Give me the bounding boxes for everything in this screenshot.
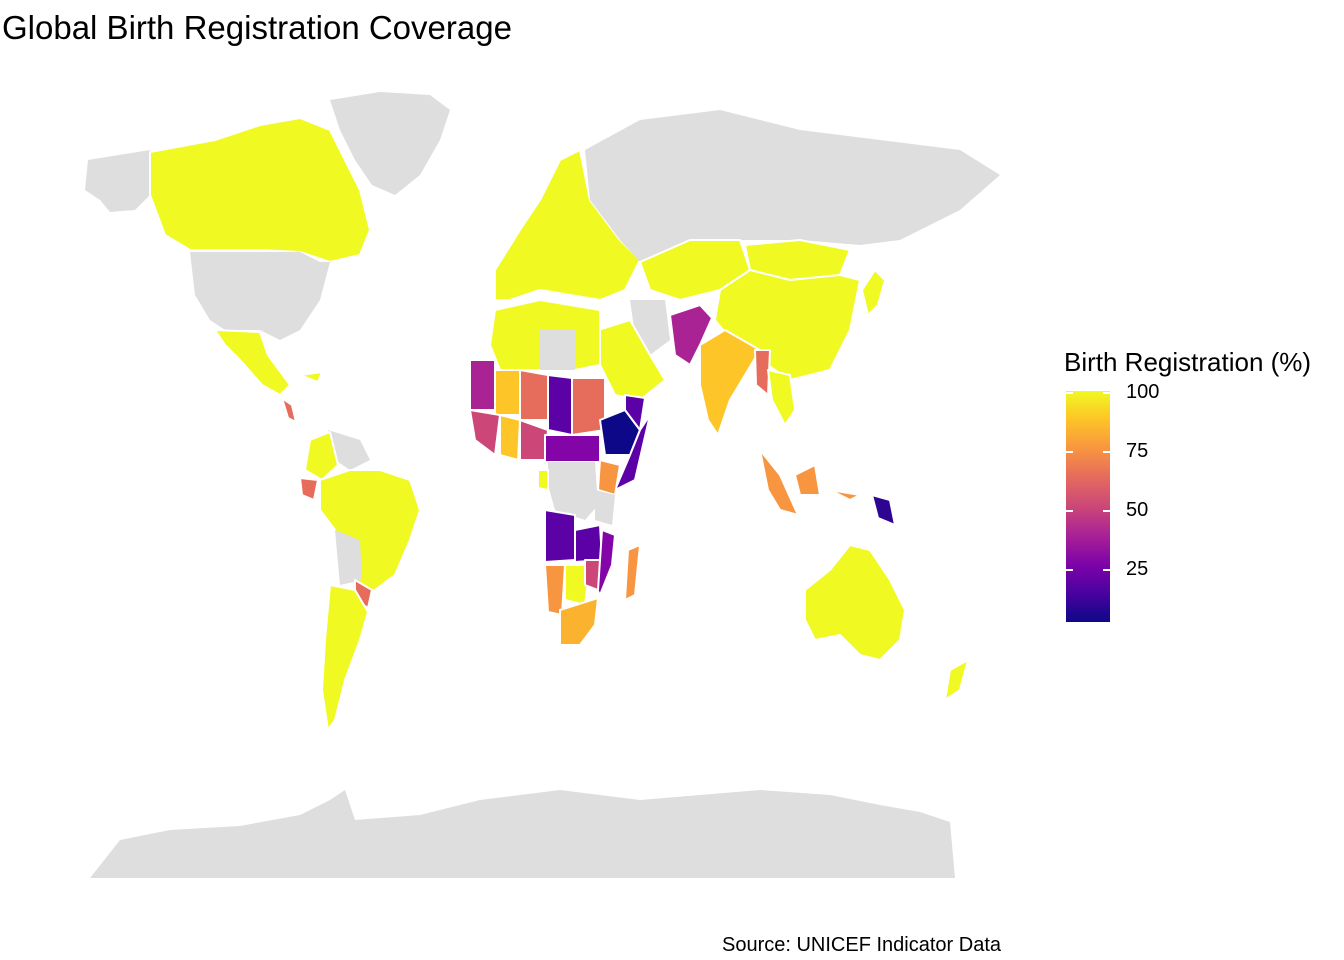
country-papua-new-guinea [871,494,896,526]
legend-tick-label: 75 [1126,440,1149,462]
country-zambia [574,524,603,563]
country-canada [149,117,371,263]
country-madagascar [624,544,641,601]
country-guinea [469,409,501,456]
map-title: Global Birth Registration Coverage [2,9,512,46]
legend-tick-mark [1066,392,1073,394]
region-se-asia [767,369,796,426]
country-myanmar [754,349,771,396]
legend-tick-mark [1066,569,1073,571]
region-antarctica [90,790,955,878]
legend-title: Birth Registration (%) [1064,347,1312,377]
country-tanzania [595,490,615,525]
region-alaska [85,150,150,212]
country-venezuela [328,430,370,470]
legend-tick-mark [1103,510,1110,512]
country-indonesia [759,449,861,516]
country-car [544,434,601,463]
legend-tick-mark [1103,451,1110,453]
country-south-africa [559,597,599,646]
legend-tick-label: 25 [1126,558,1149,580]
country-libya [540,330,575,370]
country-zimbabwe [584,559,601,591]
legend-tick-mark [1103,569,1110,571]
country-dr-congo [548,462,598,520]
legend-tick-mark [1066,510,1073,512]
country-peru [299,477,319,501]
source-caption: Source: UNICEF Indicator Data [722,934,1001,956]
country-bolivia [335,530,362,585]
country-namibia [544,564,566,616]
country-ghana [499,414,521,461]
country-gabon [537,469,549,491]
country-nigeria [519,419,549,461]
country-argentina [321,584,369,731]
country-caribbean [299,371,323,383]
country-mauritania [469,359,496,411]
legend-tick-mark [1066,451,1073,453]
country-japan [861,269,886,316]
region-arabia [597,319,666,401]
country-mali [494,369,521,416]
region-greenland [330,92,450,195]
country-chad [547,374,573,436]
legend-colorbar [1066,391,1110,622]
country-kenya [597,459,621,496]
country-niger [519,369,549,421]
country-australia [804,544,906,661]
country-mexico [214,329,291,396]
country-russia [585,110,1000,262]
country-angola [544,509,576,563]
country-colombia [304,431,339,481]
country-new-zealand [944,659,969,701]
country-usa [190,252,330,340]
legend-tick-label: 100 [1126,381,1160,403]
legend-tick-mark [1103,392,1110,394]
country-central-america [281,397,297,423]
legend-tick-label: 50 [1126,499,1149,521]
country-india [699,329,761,436]
